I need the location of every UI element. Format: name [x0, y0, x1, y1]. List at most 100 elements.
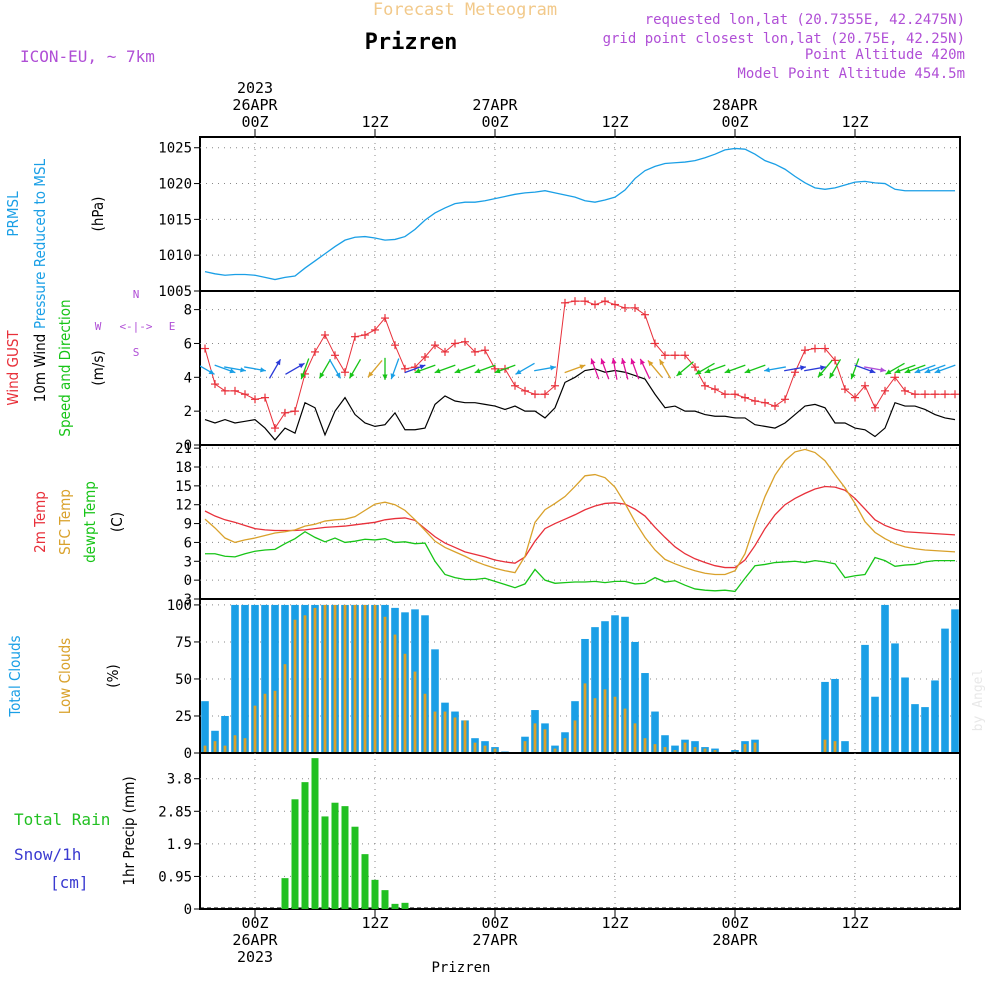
cloud-bar-low — [693, 747, 697, 753]
y-axis-label: (%) — [104, 664, 122, 687]
precip-bar — [351, 826, 359, 909]
y-tick-label: 1025 — [158, 141, 192, 157]
y-axis-label: Pressure Reduced to MSL — [31, 158, 49, 329]
gust-marker — [271, 424, 279, 433]
top-time-label: 12Z — [361, 113, 388, 131]
cloud-bar-low — [323, 604, 327, 753]
y-tick-label: 1010 — [158, 248, 192, 264]
bottom-time-label: 12Z — [361, 914, 388, 932]
y-axis-label: Speed and Direction — [56, 299, 74, 436]
cloud-bar-low — [533, 723, 537, 753]
wind-arrow-head — [676, 370, 683, 376]
cloud-bar-low — [823, 739, 827, 753]
y-tick-label: 12 — [175, 498, 192, 514]
wind-arrow — [244, 366, 266, 373]
cloud-bar-total — [601, 621, 609, 753]
y-tick-label: 2.85 — [158, 804, 192, 820]
top-time-label: 00Z — [721, 113, 748, 131]
cloud-bar-total — [631, 641, 639, 753]
top-time-label: 2023 — [237, 79, 273, 97]
bottom-time-label: 12Z — [841, 914, 868, 932]
bottom-time-label: 2023 — [237, 948, 273, 966]
y-axis-label: 1hr Precip (mm) — [120, 776, 138, 885]
cloud-bar-total — [831, 678, 839, 753]
gust-marker — [861, 381, 869, 390]
cloud-bar-total — [431, 649, 439, 753]
gust-marker — [751, 397, 759, 405]
cloud-bar-low — [213, 741, 217, 753]
y-tick-label: 15 — [175, 479, 192, 495]
grid-point-coords: grid point closest lon,lat (20.75E, 42.2… — [603, 31, 965, 47]
y-tick-label: 6 — [184, 336, 192, 352]
wind-arrow-head — [817, 371, 824, 378]
wind-arrow-head — [885, 369, 892, 375]
wind-arrow — [658, 358, 672, 379]
cloud-bar-total — [661, 735, 669, 753]
cloud-bar-low — [253, 705, 257, 753]
y-tick-label: 0 — [184, 438, 192, 454]
y-tick-label: 3 — [184, 554, 192, 570]
gust-marker — [651, 339, 659, 348]
gust-marker — [531, 390, 539, 399]
cloud-bar-total — [591, 627, 599, 753]
panel-frame — [199, 290, 961, 446]
y-tick-label: 21 — [175, 441, 192, 457]
cloud-bar-low — [333, 604, 337, 753]
precip-bar — [341, 806, 349, 909]
wind-arrow-head — [298, 363, 305, 369]
y-tick-label: 1020 — [158, 177, 192, 193]
wind-arrow-head — [434, 368, 441, 374]
wind-arrow-head — [820, 365, 826, 371]
wind-arrow — [784, 365, 806, 372]
gust-marker — [931, 390, 939, 399]
wind-arrow — [804, 365, 826, 372]
wind-arrow — [214, 364, 236, 374]
cloud-bar-total — [221, 715, 229, 753]
cloud-bar-total — [921, 707, 929, 753]
gust-marker — [391, 341, 399, 350]
panel-frame — [199, 752, 961, 910]
gust-marker — [571, 297, 579, 306]
wind-arrow-head — [764, 367, 770, 373]
wind-arrow — [268, 358, 282, 379]
gust-marker — [891, 373, 899, 382]
wind-arrow — [934, 364, 956, 374]
gust-marker — [681, 351, 689, 360]
cloud-bar-low — [623, 708, 627, 753]
cloud-bar-total — [611, 615, 619, 753]
cloud-bar-low — [423, 693, 427, 753]
cloud-bar-low — [633, 723, 637, 753]
model-altitude: Model Point Altitude 454.5m — [737, 66, 965, 82]
wind-arrow — [817, 360, 833, 378]
cloud-bar-low — [523, 741, 527, 753]
panel-precip: 0 0.95 1.9 2.85 3.8 Total Rain Snow/1h [cm] 1hr … — [14, 752, 961, 918]
cloud-bar-low — [343, 604, 347, 753]
wind-arrow — [285, 362, 305, 375]
gust-marker — [831, 356, 839, 365]
wind-arrow-head — [579, 364, 586, 370]
y-axis-label: dewpt Temp — [81, 481, 99, 563]
wind-arrow — [914, 364, 936, 374]
wind-arrow — [600, 358, 610, 380]
gust-marker — [541, 390, 549, 399]
cloud-bar-low — [673, 750, 677, 753]
wind-arrow — [639, 358, 651, 380]
cloud-bar-low — [243, 738, 247, 753]
cloud-bar-total — [911, 704, 919, 753]
top-time-label: 26APR — [232, 96, 278, 114]
gust-marker — [351, 332, 359, 341]
y-axis-label: Low Clouds — [56, 638, 74, 714]
panels: 1005 1010 1015 1020 1025 PRMSL Pressure Reduce… — [4, 79, 961, 966]
gust-marker — [661, 351, 669, 360]
header: Forecast Meteogram Prizren ICON-EU, ~ 7k… — [20, 0, 986, 976]
cloud-bar-low — [663, 747, 667, 753]
precip-bar — [371, 879, 379, 909]
cloud-bar-total — [871, 696, 879, 753]
gust-marker — [401, 364, 409, 373]
gust-marker — [781, 395, 789, 404]
wind-arrow-head — [208, 369, 215, 375]
wind-arrow-head — [611, 358, 617, 364]
gust-marker — [471, 347, 479, 356]
gust-marker — [701, 381, 709, 390]
